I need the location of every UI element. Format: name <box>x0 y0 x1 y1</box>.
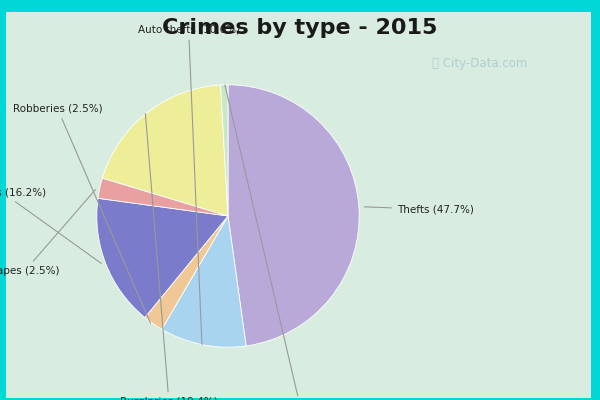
Text: Burglaries (19.4%): Burglaries (19.4%) <box>120 114 218 400</box>
Wedge shape <box>228 85 359 346</box>
Text: Crimes by type - 2015: Crimes by type - 2015 <box>163 18 437 38</box>
Wedge shape <box>145 216 228 329</box>
Wedge shape <box>221 85 228 216</box>
Text: Arson (0.9%): Arson (0.9%) <box>225 85 334 400</box>
Text: Thefts (47.7%): Thefts (47.7%) <box>364 204 474 214</box>
Text: Assaults (16.2%): Assaults (16.2%) <box>0 187 101 263</box>
Wedge shape <box>103 85 228 216</box>
Wedge shape <box>162 216 246 347</box>
Wedge shape <box>97 198 228 318</box>
Text: Rapes (2.5%): Rapes (2.5%) <box>0 190 95 276</box>
Text: Robberies (2.5%): Robberies (2.5%) <box>13 104 151 323</box>
Text: Auto thefts (10.6%): Auto thefts (10.6%) <box>137 25 240 344</box>
Text: ⓘ City-Data.com: ⓘ City-Data.com <box>433 58 527 70</box>
Wedge shape <box>98 178 228 216</box>
